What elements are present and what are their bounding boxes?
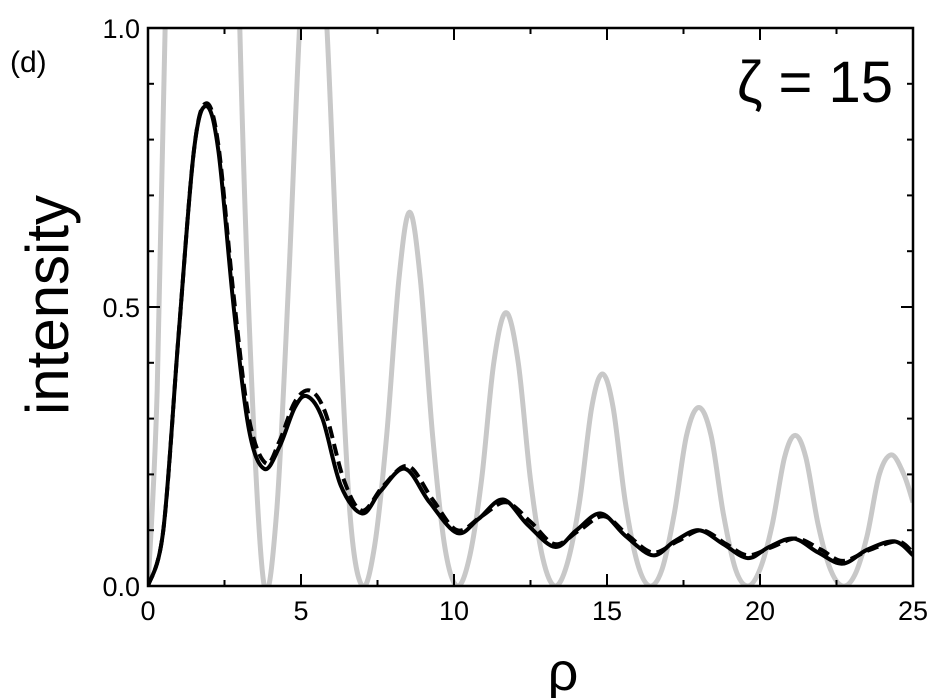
x-axis-label: ρ — [548, 642, 579, 698]
x-tick-label: 25 — [898, 596, 928, 626]
x-tick-label: 5 — [293, 596, 308, 626]
series-line — [148, 104, 913, 586]
annotation: ζ = 15 — [737, 50, 893, 115]
y-axis-label: intensity — [14, 195, 81, 415]
x-tick-label: 15 — [592, 596, 622, 626]
y-tick-label: 1.0 — [102, 14, 140, 44]
y-tick-label: 0.0 — [102, 572, 140, 602]
x-tick-label: 20 — [745, 596, 775, 626]
x-tick-label: 10 — [439, 596, 469, 626]
series-line — [148, 101, 913, 586]
y-tick-label: 0.5 — [102, 293, 140, 323]
x-tick-label: 0 — [140, 596, 155, 626]
panel-label: (d) — [10, 46, 47, 79]
